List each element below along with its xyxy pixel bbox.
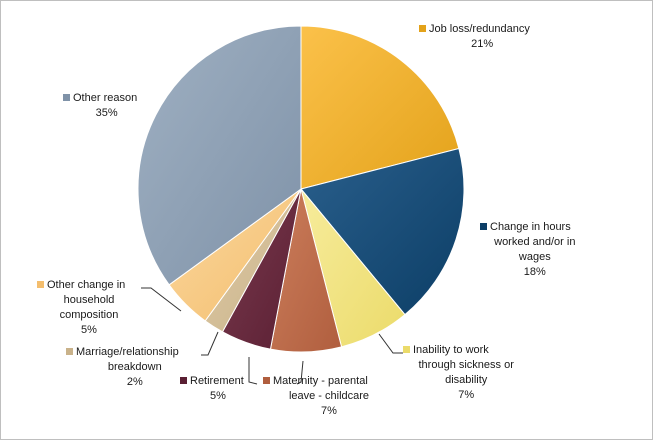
leader-lines xyxy=(141,287,403,385)
slice-label-text: composition xyxy=(60,309,119,321)
leader-line-maternity-parental-leave-childcare xyxy=(296,360,304,385)
pie-slice-job-loss-redundancy xyxy=(300,25,460,190)
slice-label-text: wages xyxy=(518,251,551,263)
pie-slice-other-reason xyxy=(137,25,302,286)
slice-label-text: disability xyxy=(445,374,488,386)
slice-label-maternity-parental-leave-childcare: Maternity - parental leave - childcare 7% xyxy=(263,375,369,417)
slice-label-change-in-hours-worked-and-or-in-wages: Change in hours worked and/or in wages 18% xyxy=(480,221,575,278)
slice-label-text: Inability to work xyxy=(413,344,489,356)
slice-percent-label: 5% xyxy=(210,390,226,402)
slice-label-other-change-in-household-composition: Other change in household composition 5% xyxy=(37,279,125,336)
slice-labels: Job loss/redundancy 21% Change in hours wor… xyxy=(37,23,575,417)
slice-percent-label: 7% xyxy=(458,389,474,401)
leader-line-inability-to-work-through-sickness-or-disability xyxy=(378,333,403,354)
pie-slice-change-in-hours-worked-and-or-in-wages xyxy=(300,147,465,316)
leader-line-marriage-relationship-breakdown xyxy=(201,331,219,356)
legend-key-inability-to-work-through-sickness-or-disability xyxy=(403,346,410,353)
slice-label-text: through sickness or xyxy=(419,359,515,371)
slice-label-marriage-relationship-breakdown: Marriage/relationship breakdown 2% xyxy=(66,346,179,388)
leader-line-retirement xyxy=(248,357,258,385)
slice-label-inability-to-work-through-sickness-or-disability: Inability to work through sickness or disa… xyxy=(403,344,514,401)
slice-percent-label: 7% xyxy=(321,405,337,417)
slice-label-text: worked and/or in xyxy=(493,236,575,248)
legend-key-job-loss-redundancy xyxy=(419,25,426,32)
slice-label-text: Retirement xyxy=(190,375,244,387)
leader-line-other-change-in-household-composition xyxy=(141,287,182,312)
slice-label-text: household xyxy=(64,294,115,306)
slice-label-retirement: Retirement 5% xyxy=(180,375,244,402)
slice-label-text: breakdown xyxy=(108,361,162,373)
slice-label-text: leave - childcare xyxy=(289,390,369,402)
slice-label-text: Job loss/redundancy xyxy=(429,23,530,35)
legend-key-retirement xyxy=(180,377,187,384)
slice-label-text: Other reason xyxy=(73,92,137,104)
slice-label-text: Marriage/relationship xyxy=(76,346,179,358)
slice-label-job-loss-redundancy: Job loss/redundancy 21% xyxy=(419,23,530,50)
slice-label-text: Other change in xyxy=(47,279,125,291)
slice-percent-label: 35% xyxy=(96,107,118,119)
slice-percent-label: 5% xyxy=(81,324,97,336)
slice-percent-label: 21% xyxy=(471,38,493,50)
slice-percent-label: 18% xyxy=(524,266,546,278)
legend-key-maternity-parental-leave-childcare xyxy=(263,377,270,384)
slice-label-other-reason: Other reason 35% xyxy=(63,92,137,119)
slice-label-text: Maternity - parental xyxy=(273,375,368,387)
legend-key-marriage-relationship-breakdown xyxy=(66,348,73,355)
slice-percent-label: 2% xyxy=(127,376,143,388)
slice-label-text: Change in hours xyxy=(490,221,571,233)
legend-key-change-in-hours-worked-and-or-in-wages xyxy=(480,223,487,230)
legend-key-other-change-in-household-composition xyxy=(37,281,44,288)
legend-key-other-reason xyxy=(63,94,70,101)
pie-slices xyxy=(137,25,465,353)
